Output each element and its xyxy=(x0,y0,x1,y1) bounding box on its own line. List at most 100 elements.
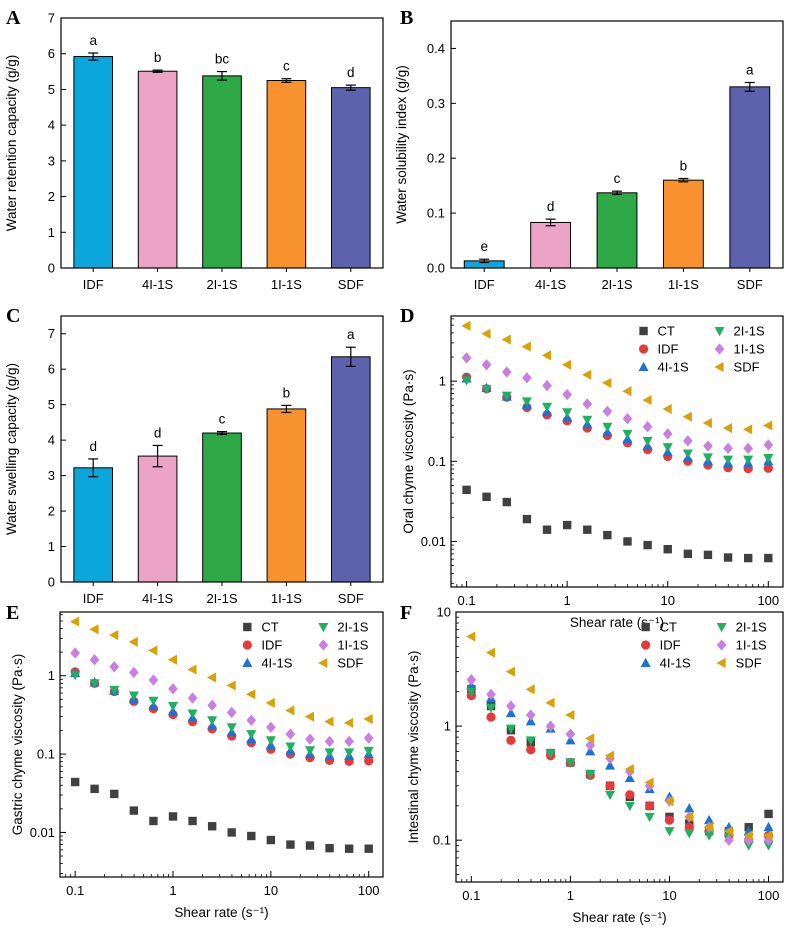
point-1I-1S xyxy=(285,728,296,740)
point-SDF xyxy=(602,377,612,388)
point-2I-1S xyxy=(604,790,616,801)
point-SDF xyxy=(128,636,138,647)
x-tick-label: 1I-1S xyxy=(668,277,699,292)
legend-marker-IDF xyxy=(242,640,252,650)
point-2I-1S xyxy=(624,801,635,812)
point-SDF xyxy=(206,672,217,683)
significance-label: b xyxy=(154,50,162,65)
x-tick-label: SDF xyxy=(338,591,364,606)
point-2I-1S xyxy=(89,679,100,689)
legend-label: CT xyxy=(261,620,278,635)
legend-label: 2I-1S xyxy=(337,620,368,635)
point-SDF xyxy=(505,666,515,677)
x-tick-label: IDF xyxy=(83,591,104,606)
point-2I-1S xyxy=(505,724,516,734)
legend-label: IDF xyxy=(658,342,679,357)
significance-label: c xyxy=(219,412,226,427)
significance-label: c xyxy=(614,171,621,186)
point-SDF xyxy=(265,697,275,708)
panel-label-a: A xyxy=(6,7,21,29)
point-2I-1S xyxy=(743,455,754,465)
point-CT xyxy=(364,844,373,853)
point-CT xyxy=(286,840,295,849)
point-CT xyxy=(227,828,236,837)
point-1I-1S xyxy=(344,735,354,748)
bar-2I-1S xyxy=(202,432,242,583)
bar-4I-1S xyxy=(137,70,178,269)
point-1I-1S xyxy=(662,428,673,440)
bar-SDF xyxy=(729,86,771,269)
point-2I-1S xyxy=(485,703,497,713)
point-CT xyxy=(743,553,753,563)
point-CT xyxy=(703,550,713,560)
point-2I-1S xyxy=(207,716,218,726)
bar-1I-1S xyxy=(662,179,704,269)
point-SDF xyxy=(763,830,773,841)
point-IDF xyxy=(605,781,615,791)
x-tick-label: 0.1 xyxy=(462,888,480,903)
y-tick-label: 5 xyxy=(48,82,55,97)
bar-IDF xyxy=(73,467,114,583)
panel-c-chart: 0 1 2 3 4 5 6 7 d IDF d 4I-1S c 2I-1S b 1I-1S a SDF Water … xyxy=(4,315,384,606)
y-axis-label: Intestinal chyme viscosity (Pa·s) xyxy=(406,651,421,844)
point-IDF xyxy=(625,790,635,800)
point-IDF xyxy=(364,756,374,766)
point-2I-1S xyxy=(304,746,316,756)
bar-4I-1S xyxy=(137,455,178,583)
point-2I-1S xyxy=(682,449,693,459)
significance-label: d xyxy=(154,425,162,440)
legend-marker-1I-1S xyxy=(318,639,329,651)
point-2I-1S xyxy=(743,841,754,851)
legend-label: CT xyxy=(658,324,675,339)
point-1I-1S xyxy=(565,728,576,740)
y-tick-label: 1 xyxy=(48,668,55,683)
y-tick-label: 0.2 xyxy=(427,151,445,166)
x-tick-label: 10 xyxy=(264,883,278,898)
point-CT xyxy=(305,841,315,850)
point-1I-1S xyxy=(207,699,217,711)
legend-marker-IDF xyxy=(641,640,651,650)
point-1I-1S xyxy=(506,700,516,712)
legend-label: SDF xyxy=(337,656,363,671)
bar-2I-1S xyxy=(596,192,638,269)
y-tick-label: 0.01 xyxy=(30,825,55,840)
point-1I-1S xyxy=(129,666,139,679)
panel-a-chart: 0 1 2 3 4 5 6 7 a IDF b 4I-1S bc 2I-1S c 1I-1S d SDF Water… xyxy=(4,11,384,292)
point-2I-1S xyxy=(763,453,774,464)
point-1I-1S xyxy=(743,834,754,846)
point-SDF xyxy=(723,826,733,837)
point-SDF xyxy=(187,664,197,675)
point-SDF xyxy=(722,422,733,434)
point-2I-1S xyxy=(622,429,633,440)
point-1I-1S xyxy=(602,405,613,418)
point-SDF xyxy=(521,341,531,352)
significance-label: b xyxy=(283,385,291,400)
point-SDF xyxy=(324,716,334,727)
plot-frame xyxy=(60,315,384,583)
point-CT xyxy=(168,812,178,821)
point-CT xyxy=(462,485,471,495)
point-4I-1S xyxy=(604,760,616,770)
point-2I-1S xyxy=(585,770,596,780)
point-1I-1S xyxy=(226,706,237,719)
point-CT xyxy=(764,809,773,819)
point-CT xyxy=(502,497,511,507)
legend-marker-2I-1S xyxy=(318,623,329,633)
y-tick-label: 0.4 xyxy=(427,41,445,56)
point-4I-1S xyxy=(684,803,695,813)
point-CT xyxy=(266,835,276,845)
point-1I-1S xyxy=(542,379,552,392)
point-SDF xyxy=(642,395,652,406)
point-CT xyxy=(542,525,552,534)
point-SDF xyxy=(481,328,491,339)
point-SDF xyxy=(226,680,236,691)
point-CT xyxy=(70,777,80,787)
point-CT xyxy=(663,544,672,554)
plot-frame xyxy=(450,20,784,269)
point-2I-1S xyxy=(344,748,355,758)
point-1I-1S xyxy=(525,709,536,721)
x-tick-label: 0.1 xyxy=(458,593,476,608)
point-SDF xyxy=(343,717,354,728)
point-SDF xyxy=(644,777,654,788)
point-2I-1S xyxy=(521,397,532,407)
